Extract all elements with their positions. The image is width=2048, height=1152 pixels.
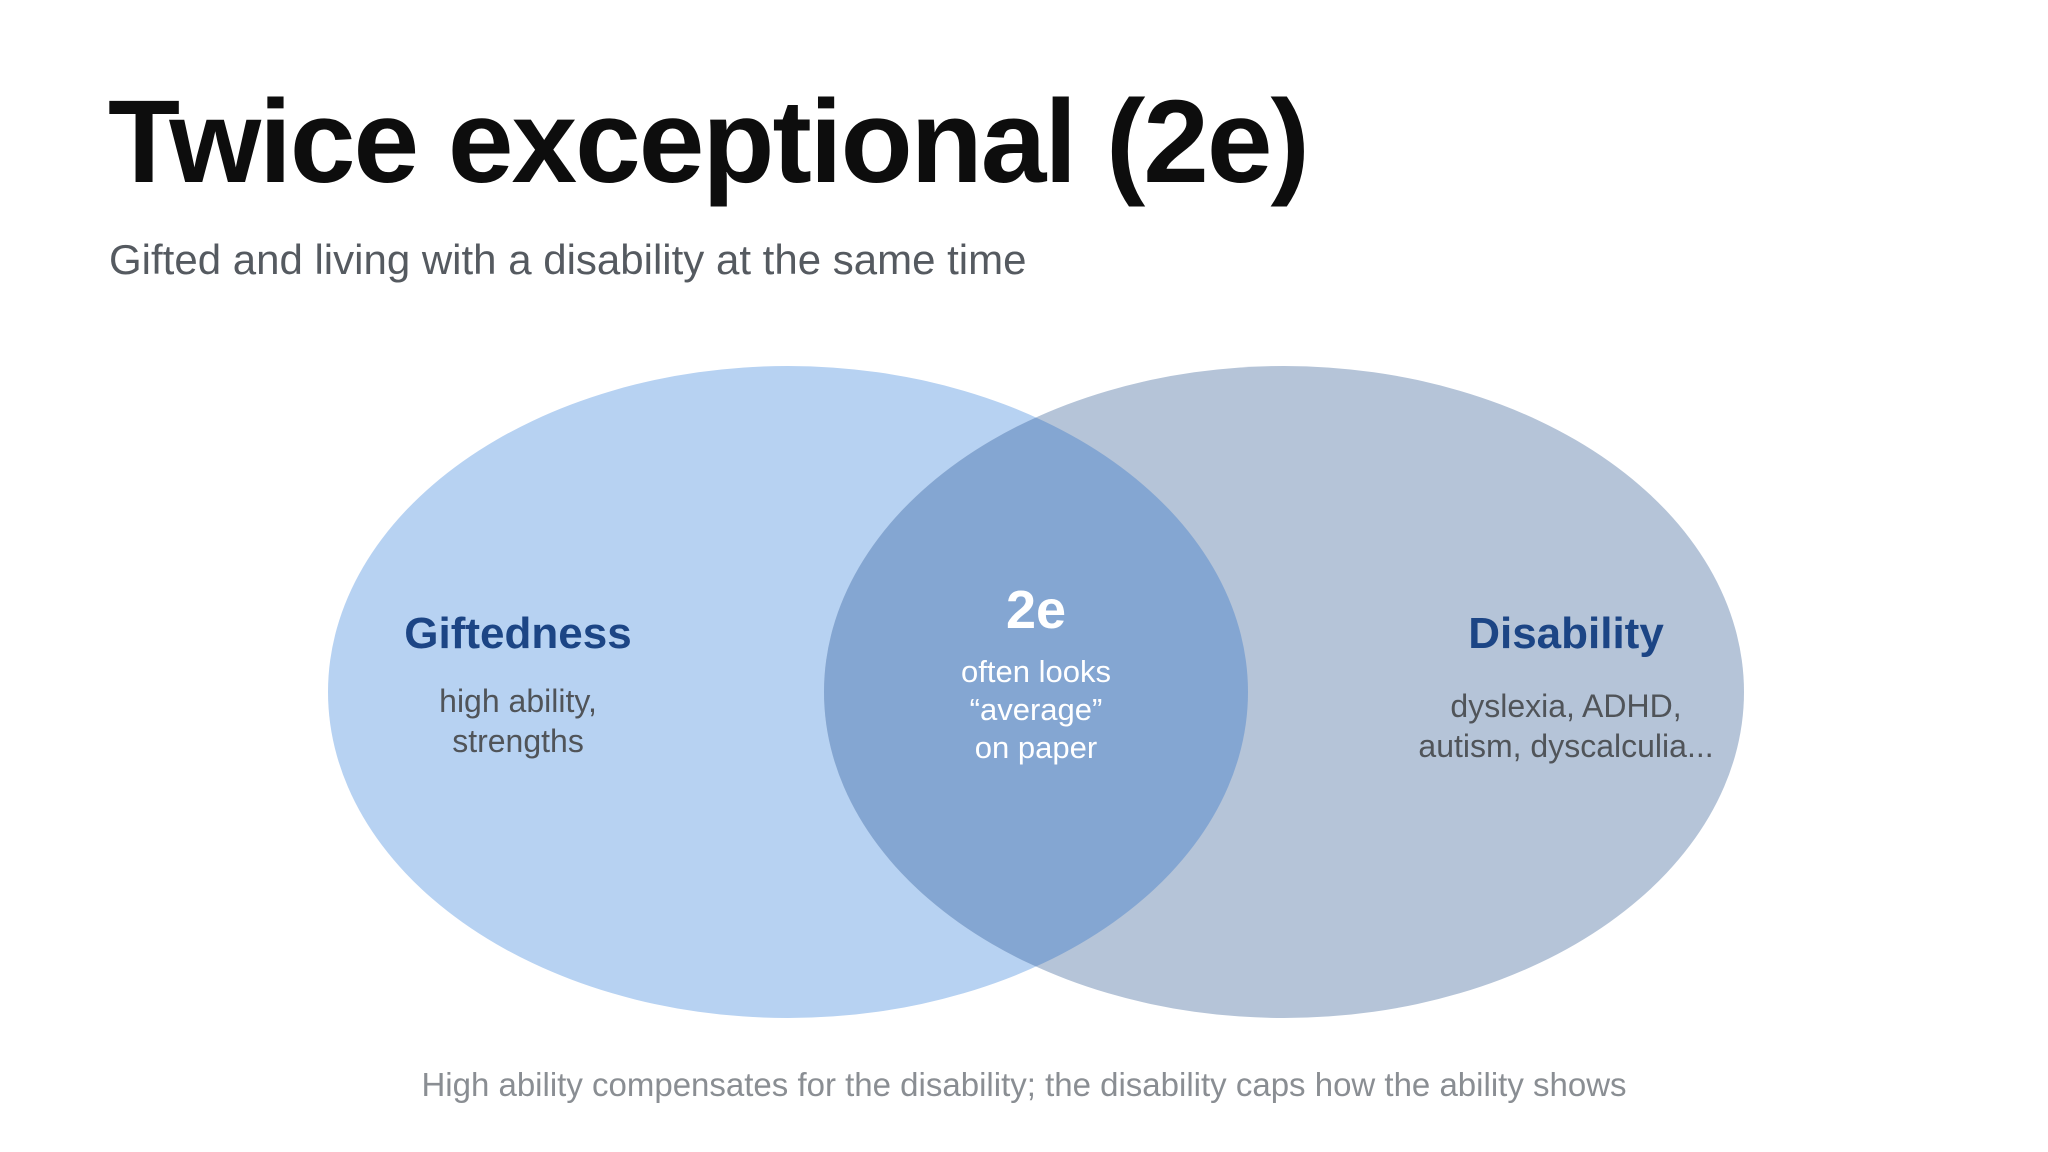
slide-subtitle: Gifted and living with a disability at t… xyxy=(109,236,1027,283)
disability-line-2: autism, dyscalculia... xyxy=(1418,728,1713,764)
giftedness-label: Giftedness xyxy=(404,609,631,658)
overlap-line-1: often looks xyxy=(961,654,1111,689)
overlap-line-2: “average” xyxy=(970,692,1103,727)
slide-title: Twice exceptional (2e) xyxy=(108,76,1310,208)
disability-label: Disability xyxy=(1468,609,1664,658)
footnote: High ability compensates for the disabil… xyxy=(421,1066,1627,1103)
overlap-line-3: on paper xyxy=(975,730,1097,765)
giftedness-line-1: high ability, xyxy=(439,683,597,719)
overlap-region xyxy=(824,366,1248,1018)
disability-line-1: dyslexia, ADHD, xyxy=(1450,688,1681,724)
giftedness-line-2: strengths xyxy=(452,723,584,759)
overlap-label: 2e xyxy=(1006,580,1066,640)
